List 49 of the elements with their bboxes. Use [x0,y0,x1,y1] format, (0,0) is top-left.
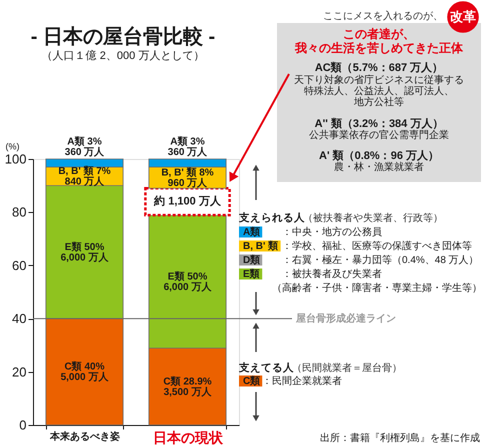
legend-label: A類 [243,226,260,238]
text: 公共事業依存の官公需専門企業 [309,129,449,141]
text: AC類（5.7%：687 万人） [314,61,444,74]
y-tick-label: 80 [12,204,26,220]
text: この者達が、 [343,27,415,41]
y-tick-label: 20 [12,364,26,380]
text: （被扶養者や失業者、行政等） [303,212,443,224]
text: A'' 類（3.2%：384 万人） [314,117,444,130]
y-tick-label: 40 [12,311,26,326]
text: ここにメスを入れるのが、 [323,10,443,22]
text: 地方公社等 [353,96,404,108]
text: 改革 [450,9,476,24]
y-tick-label: 100 [4,152,26,166]
x-tick-label: 本来あるべき姿 [49,430,120,442]
x-tick-label: 日本の現状 [153,430,224,446]
chart-title: - 日本の屋台骨比較 - [30,25,216,48]
text: ：被扶養者及び失業者 [282,268,382,280]
annotation: 支えてる人 [238,361,295,374]
text: 我々の生活を苦しめてきた正体 [294,41,464,55]
legend-label: D類 [243,254,260,266]
y-tick-label: 60 [12,258,26,273]
data-label: E類 50% 6,000 万人 [164,270,212,293]
text: ：学校、福祉、医療等の保護すべき団体等 [282,240,472,252]
text: 天下り対象の省庁ビジネスに従事する [294,74,464,86]
y-axis-title: (%) [6,142,20,152]
text: （民間就業者＝屋台骨） [292,362,402,374]
ref-line-label: 屋台骨形成必達ライン [295,312,396,325]
data-label: C類 28.9% 3,500 万人 [163,375,212,398]
data-label: B, B' 類 7% 840 万人 [58,165,111,188]
text: ：中央・地方の公務員 [282,226,382,238]
y-tick-label: 0 [19,418,26,432]
text: 出所：書籍『利権列島』を基に作成 [320,432,480,444]
data-label: A類 3% 360 万人 [168,136,208,158]
data-label: 約 1,100 万人 [153,194,222,208]
text: A' 類（0.8%：96 万人） [319,149,439,162]
chart-subtitle: （人口１億 2、000 万人として） [42,49,204,62]
annotation: 支えられる人 [238,211,306,224]
text: ：民間企業就業者 [262,375,342,387]
text: 特殊法人、公益法人、認可法人、 [304,85,454,97]
text: ：右翼・極左・暴力団等（0.4%、48 万人） [282,254,479,266]
text: （高齢者・子供・障害者・専業主婦・学生等） [272,282,482,294]
text: 農・林・漁業就業者 [334,161,424,173]
data-label: C類 40% 5,000 万人 [60,360,110,384]
data-label: E類 50% 6,000 万人 [60,240,110,264]
series-label: E類 [243,268,260,280]
data-label: B, B' 類 8% 960 万人 [161,166,214,189]
legend-label: B, B' 類 [243,240,278,252]
legend-label: C類 [243,375,260,387]
data-label: A類 3% 360 万人 [64,136,106,158]
